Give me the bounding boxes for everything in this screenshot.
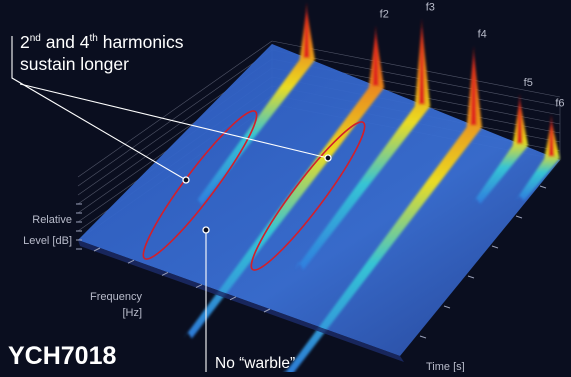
peak-labels: f1f2f3f4f5f6 — [380, 1, 565, 110]
freq-tick — [127, 259, 135, 264]
freq-tick — [229, 296, 237, 301]
annotation-no-warble: No “warble” — [215, 355, 295, 372]
callout-lines — [11, 36, 329, 372]
product-label: YCH7018 — [8, 342, 116, 370]
freq-tick — [93, 247, 101, 252]
harmonic-peak-6 — [548, 114, 555, 157]
callout-dots — [182, 154, 332, 234]
harmonic-peak-5 — [516, 93, 523, 144]
harmonic-ridge-6 — [515, 120, 560, 201]
callout-ellipse-2nd — [142, 110, 258, 260]
time-tick — [419, 335, 427, 339]
x-axis-label-line2: [Hz] — [122, 307, 142, 319]
time-tick — [491, 245, 499, 249]
spectrum-floor — [78, 44, 560, 356]
z-axis-label-line2: Level [dB] — [23, 235, 72, 247]
harmonic-peak-4 — [470, 45, 477, 126]
time-tick — [467, 275, 475, 279]
grid-line — [271, 40, 561, 98]
freq-tick — [263, 308, 271, 313]
peak-label-f3: f3 — [426, 1, 435, 13]
z-axis-label-line1: Relative — [32, 214, 72, 226]
freq-tick — [161, 271, 169, 276]
grid-line — [77, 49, 273, 187]
harmonic-peak-1 — [303, 2, 310, 58]
grid-line — [271, 49, 561, 107]
peak-label-f5: f5 — [524, 77, 533, 89]
harmonic-ridge-5 — [471, 99, 529, 204]
harmonic-ridges — [183, 2, 560, 377]
annotation-sustain: sustain longer — [20, 54, 129, 74]
peak-label-f4: f4 — [478, 29, 487, 41]
front-edge — [78, 240, 404, 362]
grid-line — [77, 40, 273, 178]
time-tick — [515, 215, 523, 219]
y-axis-label: Time [s] — [426, 361, 465, 372]
axis-ticks — [76, 185, 547, 339]
annotation-harmonics: 2nd and 4th harmonics — [20, 32, 184, 52]
freq-tick — [195, 284, 203, 289]
harmonic-peak-2 — [372, 25, 379, 86]
callout-ellipse-4th — [250, 121, 366, 271]
time-tick — [539, 185, 547, 189]
harmonic-peak-3 — [418, 18, 425, 105]
peak-label-f2: f2 — [380, 8, 389, 20]
time-tick — [443, 305, 451, 309]
peak-label-f6: f6 — [555, 98, 564, 110]
x-axis-label-line1: Frequency — [90, 291, 142, 303]
